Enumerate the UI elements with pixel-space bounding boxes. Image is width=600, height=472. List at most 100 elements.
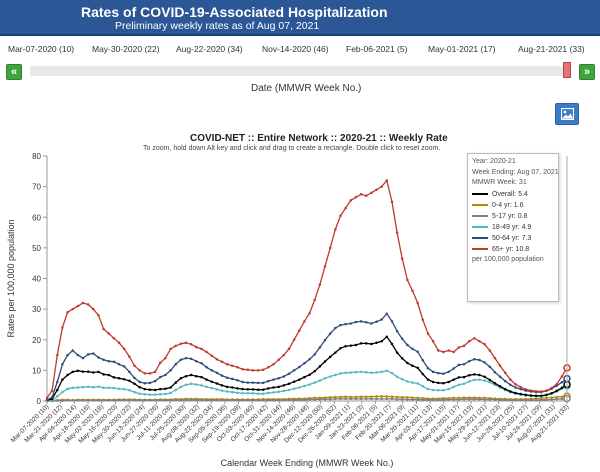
date-slider-track[interactable] (30, 66, 570, 76)
data-point (370, 397, 373, 401)
data-point (503, 398, 507, 402)
data-point (159, 398, 162, 402)
data-point (159, 361, 162, 364)
data-point (426, 398, 430, 402)
data-point (220, 384, 224, 387)
data-point (241, 380, 244, 384)
data-point (148, 388, 152, 391)
data-point (164, 373, 167, 377)
data-point (524, 398, 528, 402)
data-point (344, 397, 347, 401)
data-point (447, 349, 450, 352)
tooltip-mmwr-week: MMWR Week: 31 (472, 179, 527, 186)
data-point (102, 358, 105, 361)
data-point (256, 369, 260, 372)
data-point (292, 369, 296, 372)
chart-instructions: To zoom, hold down Alt key and click and… (143, 145, 441, 152)
tooltip-row-5-17: 5-17 yr: 0.8 (472, 211, 554, 222)
data-point (550, 386, 553, 390)
data-point (400, 337, 404, 341)
data-point (416, 366, 419, 370)
data-point (71, 386, 74, 390)
data-point (339, 347, 342, 350)
data-point (483, 361, 486, 364)
data-point (81, 385, 85, 389)
tooltip-row-label: 18-49 yr: (492, 223, 522, 231)
y-tick-label: 0 (37, 397, 42, 406)
data-point (256, 398, 260, 402)
data-point (298, 329, 301, 332)
data-point (560, 386, 564, 390)
data-point (128, 398, 131, 402)
data-point (411, 347, 414, 351)
series-swatch (472, 247, 488, 250)
data-point (86, 370, 90, 373)
chart-title: COVID-NET :: Entire Network :: 2020-21 :… (190, 133, 448, 144)
data-point (416, 382, 419, 385)
data-point (282, 384, 286, 387)
data-point (483, 379, 486, 382)
data-point (524, 388, 528, 391)
data-point (467, 374, 471, 377)
data-point (122, 378, 126, 381)
data-point (107, 399, 111, 402)
data-point (493, 370, 497, 374)
data-point (503, 371, 507, 375)
data-point (277, 358, 280, 361)
data-point (339, 214, 342, 217)
data-point (143, 381, 147, 385)
slider-next-button[interactable]: » (579, 64, 595, 80)
series-line-overall (46, 335, 568, 402)
data-point (323, 377, 327, 380)
data-point (406, 396, 409, 399)
data-point (195, 374, 198, 378)
download-image-button[interactable] (555, 103, 579, 125)
data-point (169, 369, 172, 372)
data-point (66, 387, 69, 391)
tooltip-row-value: 7.3 (521, 234, 532, 242)
series-swatch (472, 236, 488, 239)
data-point (426, 366, 430, 370)
data-point (117, 399, 121, 402)
data-point (210, 369, 214, 372)
data-point (282, 353, 286, 357)
data-point (467, 340, 471, 343)
data-point (323, 338, 327, 342)
data-point (174, 388, 177, 392)
data-point (195, 345, 198, 349)
data-point (225, 390, 229, 393)
tooltip-row-value: 4.9 (521, 223, 532, 231)
data-point (251, 388, 255, 391)
date-slider-handle[interactable] (563, 62, 571, 78)
data-point (122, 365, 126, 368)
data-point (246, 388, 250, 391)
data-point (318, 365, 322, 368)
data-point (488, 365, 492, 368)
data-point (452, 367, 455, 370)
data-point (452, 350, 455, 354)
data-point (452, 398, 455, 401)
chart-series (45, 179, 571, 403)
data-point (138, 385, 141, 389)
data-point (215, 382, 219, 385)
data-point (375, 397, 378, 401)
data-point (117, 363, 121, 366)
data-point (473, 336, 476, 340)
data-point (437, 371, 440, 375)
data-point (437, 349, 440, 352)
y-tick-label: 40 (32, 275, 41, 284)
data-point (318, 379, 322, 382)
data-point (164, 392, 167, 396)
data-point (447, 370, 450, 374)
data-point (174, 344, 177, 348)
data-point (462, 344, 466, 348)
data-point (380, 370, 383, 374)
data-point (205, 366, 208, 369)
data-point (509, 398, 512, 402)
slider-prev-button[interactable]: « (6, 64, 22, 80)
data-point (555, 395, 558, 399)
data-point (411, 396, 414, 399)
data-point (488, 378, 492, 382)
